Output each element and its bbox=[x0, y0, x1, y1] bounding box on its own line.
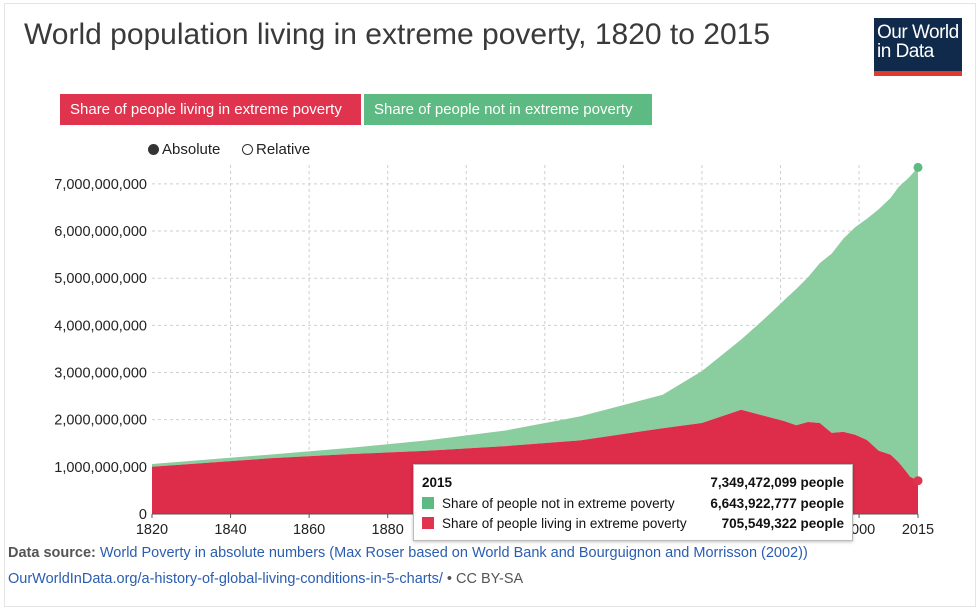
y-tick-label: 1,000,000,000 bbox=[54, 460, 147, 476]
logo-accent-bar bbox=[874, 71, 962, 76]
logo-line-2: in Data bbox=[877, 41, 934, 62]
y-tick-label: 4,000,000,000 bbox=[54, 318, 147, 334]
end-markers bbox=[913, 162, 923, 486]
data-tooltip: 2015 7,349,472,099 people Share of peopl… bbox=[413, 464, 853, 541]
x-tick-label: 1860 bbox=[293, 522, 325, 538]
source-prefix: Data source: bbox=[8, 545, 96, 561]
marker-not-poor-2015 bbox=[913, 162, 923, 172]
x-tick-label: 2015 bbox=[902, 522, 934, 538]
mode-relative-label: Relative bbox=[256, 141, 311, 158]
x-tick-label: 1840 bbox=[214, 522, 246, 538]
y-tick-label: 7,000,000,000 bbox=[54, 177, 147, 193]
area-not-in-poverty bbox=[152, 167, 918, 481]
x-tick-label: 1820 bbox=[136, 522, 168, 538]
tooltip-year: 2015 bbox=[422, 475, 453, 490]
tooltip-value-not-poor: 6,643,922,777 people bbox=[710, 496, 844, 511]
chart-areas bbox=[152, 167, 918, 514]
chart-frame bbox=[4, 3, 976, 607]
x-tick-label: 1880 bbox=[372, 522, 404, 538]
y-tick-label: 0 bbox=[139, 507, 147, 523]
y-tick-label: 5,000,000,000 bbox=[54, 271, 147, 287]
radio-unselected-icon bbox=[242, 144, 253, 155]
tooltip-label-not-poor: Share of people not in extreme poverty bbox=[442, 496, 675, 511]
y-tick-label: 2,000,000,000 bbox=[54, 413, 147, 429]
tooltip-swatch-not-poor bbox=[422, 497, 434, 509]
legend-not-poor-button[interactable]: Share of people not in extreme poverty bbox=[364, 94, 652, 125]
tooltip-swatch-poor bbox=[422, 517, 434, 529]
mode-absolute-label: Absolute bbox=[162, 141, 221, 158]
mode-relative-radio[interactable]: Relative bbox=[242, 141, 310, 158]
source-url-line: OurWorldInData.org/a-history-of-global-l… bbox=[8, 571, 523, 587]
owid-logo[interactable]: Our World in Data bbox=[874, 18, 962, 76]
license-text: • CC BY-SA bbox=[442, 571, 524, 587]
y-tick-label: 6,000,000,000 bbox=[54, 224, 147, 240]
radio-selected-icon bbox=[148, 144, 159, 155]
chart-title: World population living in extreme pover… bbox=[24, 18, 771, 51]
tooltip-total: 7,349,472,099 people bbox=[710, 475, 844, 490]
marker-poor-2015 bbox=[913, 476, 923, 486]
source-link[interactable]: World Poverty in absolute numbers (Max R… bbox=[99, 545, 808, 561]
mode-absolute-radio[interactable]: Absolute bbox=[148, 141, 220, 158]
source-url-link[interactable]: OurWorldInData.org/a-history-of-global-l… bbox=[8, 571, 443, 587]
logo-line-1: Our World bbox=[877, 22, 959, 43]
tooltip-label-poor: Share of people living in extreme povert… bbox=[442, 516, 687, 531]
y-tick-label: 3,000,000,000 bbox=[54, 366, 147, 382]
data-source: Data source: World Poverty in absolute n… bbox=[8, 545, 808, 561]
tooltip-value-poor: 705,549,322 people bbox=[721, 516, 844, 531]
legend-poor-button[interactable]: Share of people living in extreme povert… bbox=[60, 94, 361, 125]
